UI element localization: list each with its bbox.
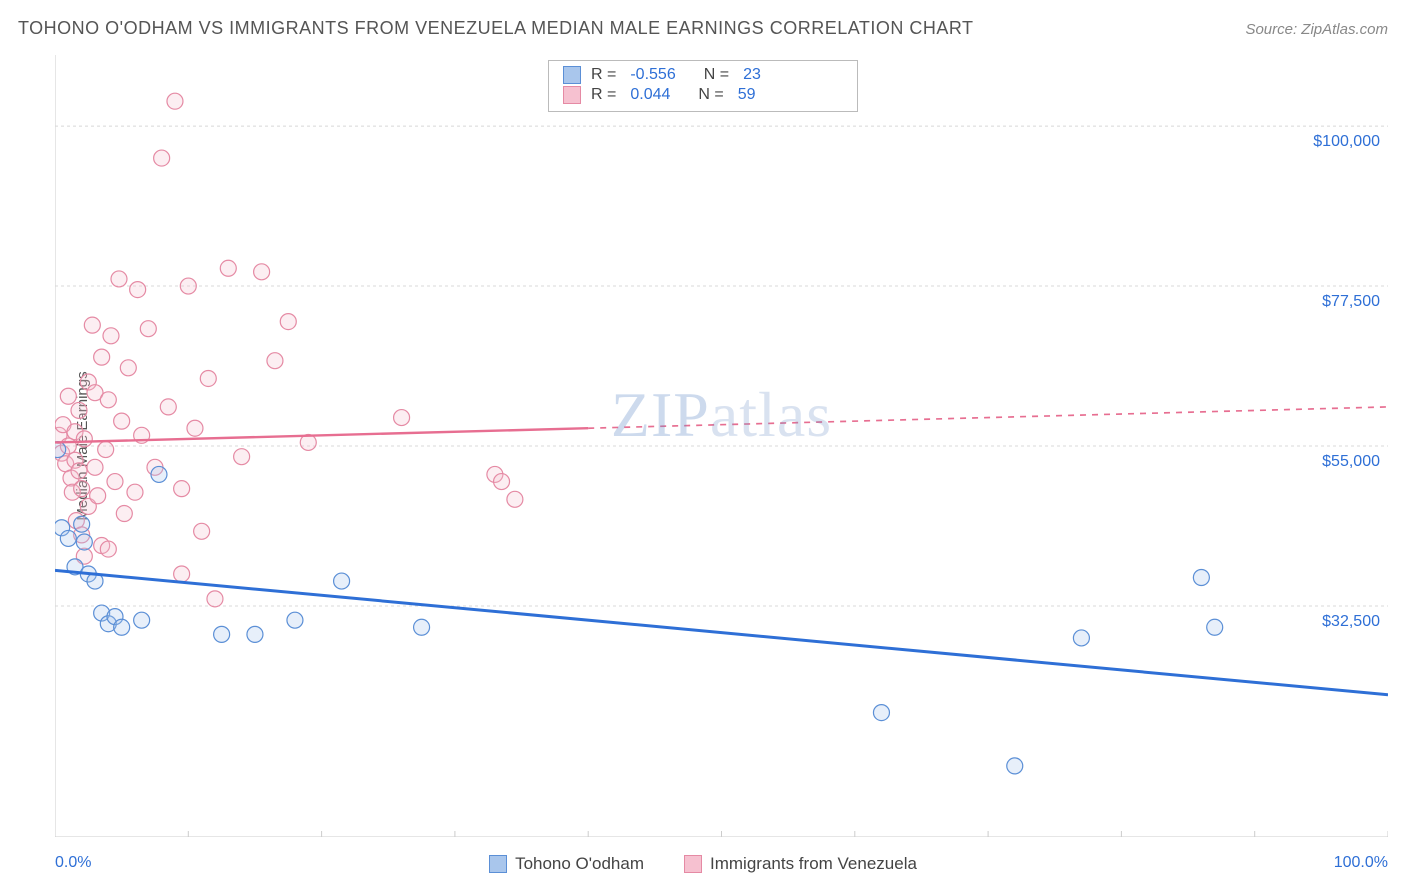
n-value: 59	[738, 86, 756, 104]
source-label: Source: ZipAtlas.com	[1245, 21, 1388, 38]
svg-text:$32,500: $32,500	[1322, 613, 1380, 630]
correlation-legend: R =-0.556N =23R =0.044N =59	[548, 60, 858, 112]
series-legend-item: Immigrants from Venezuela	[684, 854, 917, 874]
legend-swatch	[563, 66, 581, 84]
svg-text:$77,500: $77,500	[1322, 293, 1380, 310]
header-row: TOHONO O'ODHAM VS IMMIGRANTS FROM VENEZU…	[18, 18, 1388, 39]
n-value: 23	[743, 66, 761, 84]
legend-swatch	[684, 855, 702, 873]
legend-label: Immigrants from Venezuela	[710, 854, 917, 874]
r-value: 0.044	[630, 86, 670, 104]
legend-label: Tohono O'odham	[515, 854, 644, 874]
scatter-plot-svg: $32,500 $55,000 $77,500 $100,000	[55, 55, 1388, 837]
legend-swatch	[563, 86, 581, 104]
chart-title: TOHONO O'ODHAM VS IMMIGRANTS FROM VENEZU…	[18, 18, 974, 39]
series-legend-item: Tohono O'odham	[489, 854, 644, 874]
series-legend: Tohono O'odham Immigrants from Venezuela	[0, 854, 1406, 874]
correlation-legend-row: R =-0.556N =23	[563, 65, 843, 85]
r-value: -0.556	[630, 66, 675, 84]
correlation-legend-row: R =0.044N =59	[563, 85, 843, 105]
legend-swatch	[489, 855, 507, 873]
plot-area: $32,500$55,000$77,500$100,000 ZIPatlas	[55, 55, 1388, 837]
svg-text:$100,000: $100,000	[1313, 133, 1380, 150]
svg-text:$55,000: $55,000	[1322, 453, 1380, 470]
